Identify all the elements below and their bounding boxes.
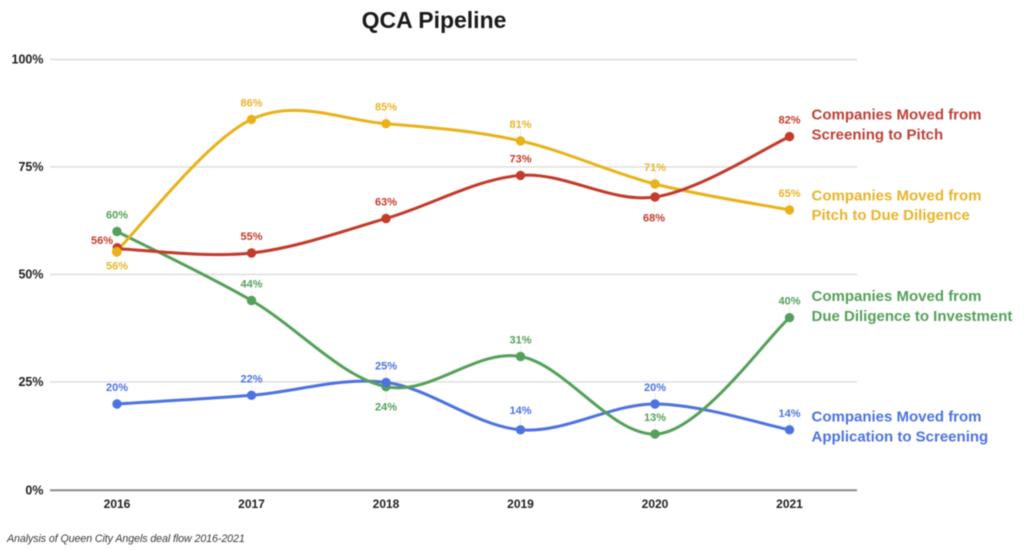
svg-text:81%: 81% [509,119,531,131]
svg-text:100%: 100% [12,53,44,67]
svg-text:40%: 40% [778,296,800,308]
svg-text:85%: 85% [375,102,397,114]
svg-text:Companies Moved from: Companies Moved from [812,408,982,425]
svg-text:Companies Moved from: Companies Moved from [812,288,982,305]
svg-text:Due Diligence to Investment: Due Diligence to Investment [812,308,1013,325]
svg-text:63%: 63% [375,197,397,209]
svg-text:44%: 44% [240,279,262,291]
svg-text:2018: 2018 [373,497,400,511]
svg-text:24%: 24% [375,402,397,414]
svg-text:QCA Pipeline: QCA Pipeline [362,7,507,33]
svg-text:14%: 14% [509,405,531,417]
svg-text:14%: 14% [778,408,800,420]
svg-text:2019: 2019 [507,497,534,511]
svg-text:50%: 50% [18,268,43,282]
svg-text:56%: 56% [106,261,128,273]
svg-text:Companies Moved from: Companies Moved from [812,106,982,123]
svg-text:Companies Moved from: Companies Moved from [812,187,982,204]
svg-text:22%: 22% [240,373,262,385]
svg-text:65%: 65% [778,188,800,200]
svg-text:55%: 55% [240,231,262,243]
svg-text:Application to Screening: Application to Screening [812,428,989,445]
svg-text:75%: 75% [18,160,43,174]
svg-text:Pitch to Due Diligence: Pitch to Due Diligence [812,207,970,224]
svg-text:86%: 86% [240,97,262,109]
svg-text:Analysis of Queen City Angels: Analysis of Queen City Angels deal flow … [6,533,245,545]
svg-text:25%: 25% [375,360,397,372]
svg-text:68%: 68% [643,213,665,225]
svg-text:73%: 73% [509,153,531,165]
svg-text:2021: 2021 [776,497,803,511]
svg-text:71%: 71% [644,162,666,174]
svg-text:2017: 2017 [238,497,265,511]
svg-text:20%: 20% [106,382,128,394]
svg-text:60%: 60% [106,210,128,222]
svg-text:20%: 20% [644,382,666,394]
svg-text:31%: 31% [509,335,531,347]
svg-text:0%: 0% [25,483,43,497]
svg-text:13%: 13% [644,412,666,424]
svg-text:82%: 82% [778,115,800,127]
svg-text:25%: 25% [18,375,43,389]
svg-text:Screening to Pitch: Screening to Pitch [812,127,944,144]
svg-text:2016: 2016 [104,497,131,511]
svg-text:2020: 2020 [642,497,669,511]
svg-text:56%: 56% [91,235,113,247]
